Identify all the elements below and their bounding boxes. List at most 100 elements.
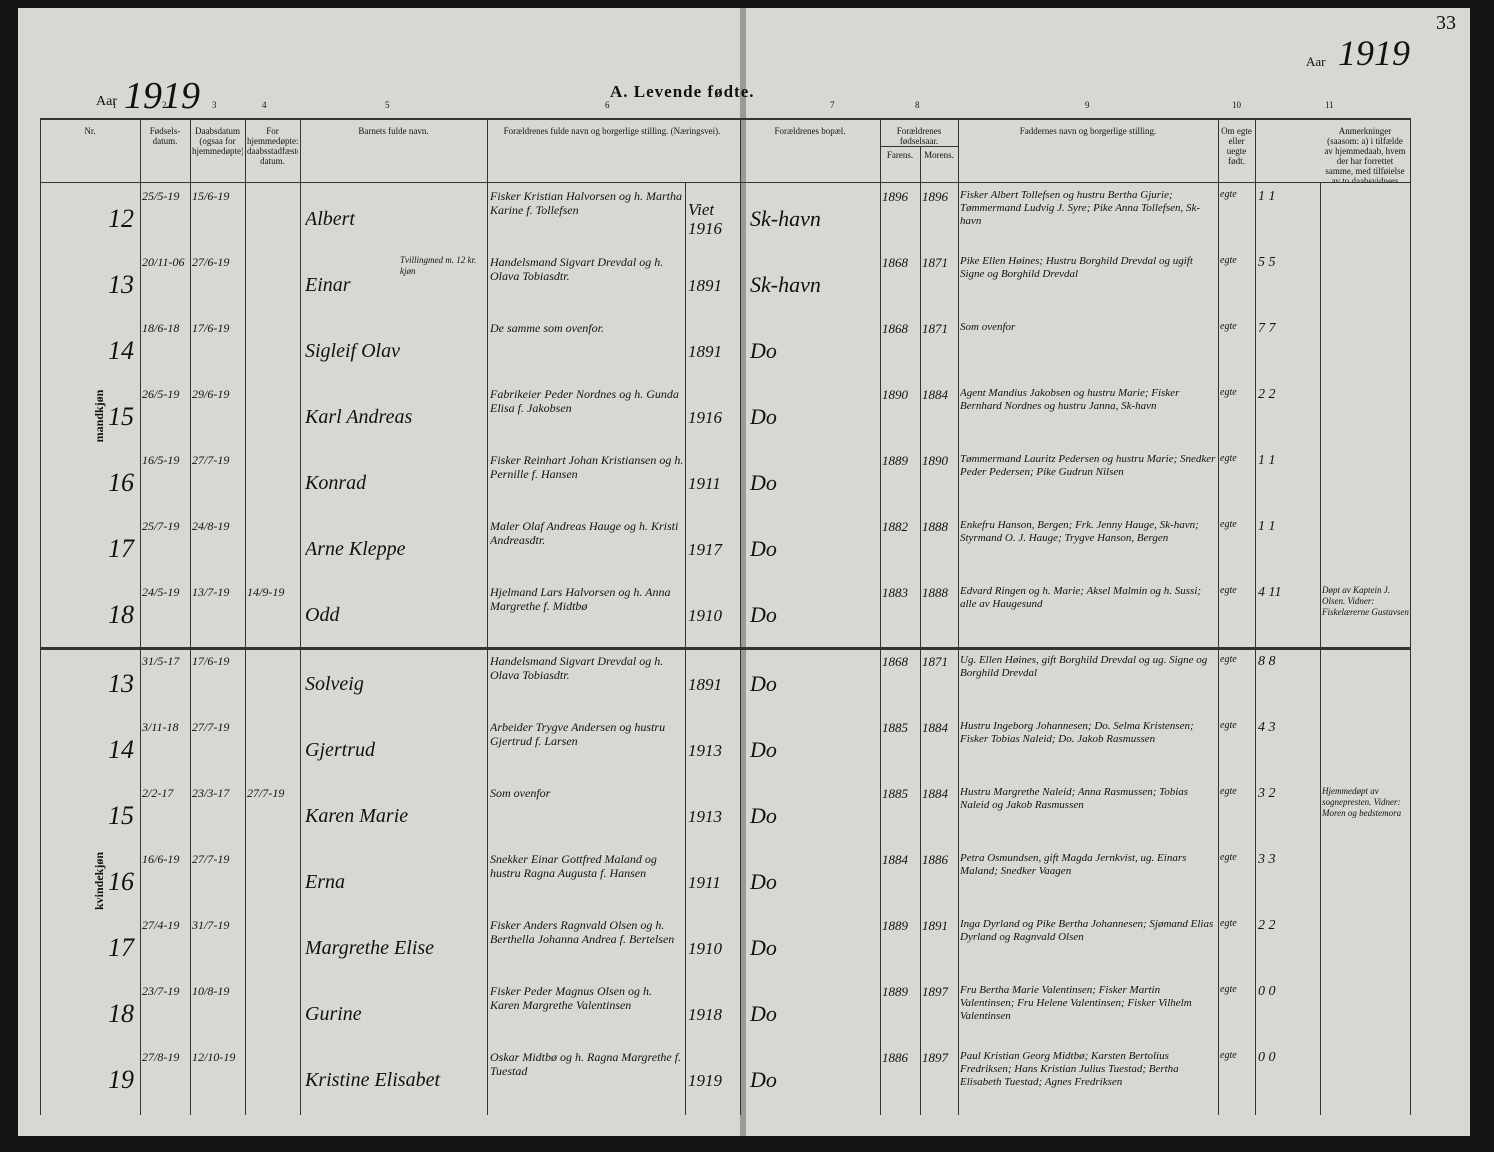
column-header: Barnets fulde navn.: [358, 126, 429, 136]
entry-residence: Do: [750, 935, 777, 960]
entry-legitimacy: egte: [1220, 255, 1237, 266]
entry-father-born: 1885: [882, 720, 908, 735]
entry-residence: Sk-havn: [750, 206, 821, 231]
entry-nr: 14: [108, 336, 134, 365]
entry-parents: Snekker Einar Gottfred Maland og hustru …: [490, 852, 657, 880]
column-number: 11: [1325, 100, 1334, 110]
entry-name: Konrad: [305, 472, 367, 494]
entry-married: 1917: [688, 539, 722, 559]
entry-name: Albert: [305, 208, 355, 230]
entry-born: 2/2-17: [142, 786, 174, 800]
rule-line: [40, 118, 1410, 120]
column-number: 1: [112, 100, 117, 110]
entry-legitimacy: egte: [1220, 321, 1237, 332]
entry-name: Erna: [305, 871, 345, 893]
entry-counts: 1 1: [1258, 189, 1276, 204]
column-header: Forældrenes fulde navn og borgerlige sti…: [503, 126, 721, 136]
column-number: 3: [212, 100, 217, 110]
entry-born: 26/5-19: [142, 387, 180, 401]
entry-residence: Do: [750, 338, 777, 363]
entry-confirmed: 27/7-19: [247, 786, 285, 800]
rule-line: [1218, 118, 1219, 1115]
entry-father-born: 1889: [882, 918, 908, 933]
entry-nr: 15: [108, 801, 134, 830]
rule-line: [140, 118, 141, 1115]
entry-married: 1891: [688, 341, 722, 361]
entry-father-born: 1868: [882, 255, 908, 270]
entry-parents: Fabrikeier Peder Nordnes og h. Gunda Eli…: [490, 387, 679, 415]
rule-line: [40, 182, 1410, 183]
group-label: mandkjøn: [92, 389, 106, 443]
entry-residence: Do: [750, 602, 777, 627]
entry-father-born: 1889: [882, 984, 908, 999]
entry-father-born: 1889: [882, 453, 908, 468]
entry-parents: Fisker Reinhart Johan Kristiansen og h. …: [490, 453, 684, 481]
column-header: Forældrenes fødselsaar.: [896, 126, 942, 146]
entry-nr: 18: [108, 999, 134, 1028]
rule-line: [245, 118, 246, 1115]
entry-mother-born: 1884: [922, 387, 948, 402]
entry-baptized: 27/6-19: [192, 255, 230, 269]
entry-father-born: 1884: [882, 852, 908, 867]
entry-nr: 19: [108, 1065, 134, 1094]
entry-parents: Arbeider Trygve Andersen og hustru Gjert…: [490, 720, 666, 748]
entry-name: Kristine Elisabet: [305, 1069, 440, 1091]
entry-counts: 2 2: [1258, 918, 1276, 933]
entry-residence: Sk-havn: [750, 272, 821, 297]
entry-baptized: 12/10-19: [192, 1050, 236, 1064]
entry-legitimacy: egte: [1220, 984, 1237, 995]
rule-line: [740, 118, 741, 1115]
entry-legitimacy: egte: [1220, 918, 1237, 929]
entry-name: Karl Andreas: [305, 406, 413, 428]
entry-married: 1913: [688, 806, 722, 826]
entry-nr: 12: [108, 204, 134, 233]
entry-counts: 5 5: [1258, 255, 1276, 270]
rule-line: [1410, 118, 1411, 1115]
entry-born: 31/5-17: [142, 654, 180, 668]
entry-legitimacy: egte: [1220, 519, 1237, 530]
year-label: Aar: [1306, 54, 1326, 69]
entry-born: 3/11-18: [142, 720, 179, 734]
entry-married: 1910: [688, 938, 722, 958]
entry-residence: Do: [750, 803, 777, 828]
section-title: A. Levende fødte.: [610, 82, 755, 101]
entry-sponsors: Inga Dyrland og Pike Bertha Johannesen; …: [960, 918, 1214, 943]
entry-baptized: 10/8-19: [192, 984, 230, 998]
entry-counts: 0 0: [1258, 1050, 1276, 1065]
entry-mother-born: 1888: [922, 519, 948, 534]
entry-legitimacy: egte: [1220, 387, 1237, 398]
column-header: Daabsdatum (ogsaa for hjemmedøpte).: [192, 126, 243, 156]
rule-line: [40, 118, 41, 1115]
entry-note: Tvillingmed m. 12 kr. kjøn: [400, 255, 477, 276]
entry-father-born: 1883: [882, 585, 908, 600]
entry-born: 25/5-19: [142, 189, 180, 203]
entry-father-born: 1896: [882, 189, 908, 204]
entry-baptized: 15/6-19: [192, 189, 230, 203]
entry-nr: 13: [108, 270, 134, 299]
column-header: Om egte eller uegte født.: [1221, 126, 1252, 166]
entry-sponsors: Ug. Ellen Høines, gift Borghild Drevdal …: [960, 654, 1208, 679]
entry-residence: Do: [750, 470, 777, 495]
year: 1919: [124, 75, 200, 117]
entry-name: Karen Marie: [305, 805, 409, 827]
column-number: 9: [1085, 100, 1090, 110]
column-header: Fødsels-datum.: [149, 126, 181, 146]
entry-baptized: 27/7-19: [192, 453, 230, 467]
entry-legitimacy: egte: [1220, 585, 1237, 596]
entry-born: 23/7-19: [142, 984, 180, 998]
page-number: 33: [1436, 12, 1456, 34]
entry-baptized: 17/6-19: [192, 654, 230, 668]
entry-mother-born: 1871: [922, 321, 948, 336]
entry-sponsors: Som ovenfor: [960, 321, 1016, 333]
rule-line: [40, 647, 1410, 650]
column-header: Anmerkninger (saasom: a) i tilfælde av h…: [1324, 126, 1406, 182]
entry-parents: Maler Olaf Andreas Hauge og h. Kristi An…: [490, 519, 679, 547]
entry-father-born: 1868: [882, 321, 908, 336]
entry-counts: 3 3: [1258, 852, 1276, 867]
entry-legitimacy: egte: [1220, 852, 1237, 863]
entry-married: 1910: [688, 605, 722, 625]
entry-residence: Do: [750, 671, 777, 696]
rule-line: [880, 146, 958, 147]
entry-name: Gurine: [305, 1003, 362, 1025]
